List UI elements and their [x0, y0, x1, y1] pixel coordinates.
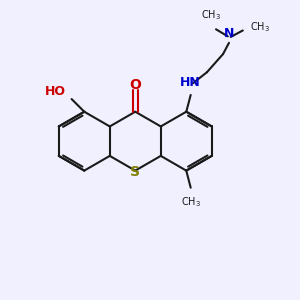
Text: HO: HO [45, 85, 66, 98]
Text: HN: HN [180, 76, 201, 89]
Text: CH$_3$: CH$_3$ [181, 195, 201, 209]
Text: CH$_3$: CH$_3$ [250, 21, 270, 34]
Text: CH$_3$: CH$_3$ [201, 8, 221, 22]
Text: S: S [130, 165, 140, 179]
Text: O: O [129, 78, 141, 92]
Text: N: N [224, 28, 234, 40]
